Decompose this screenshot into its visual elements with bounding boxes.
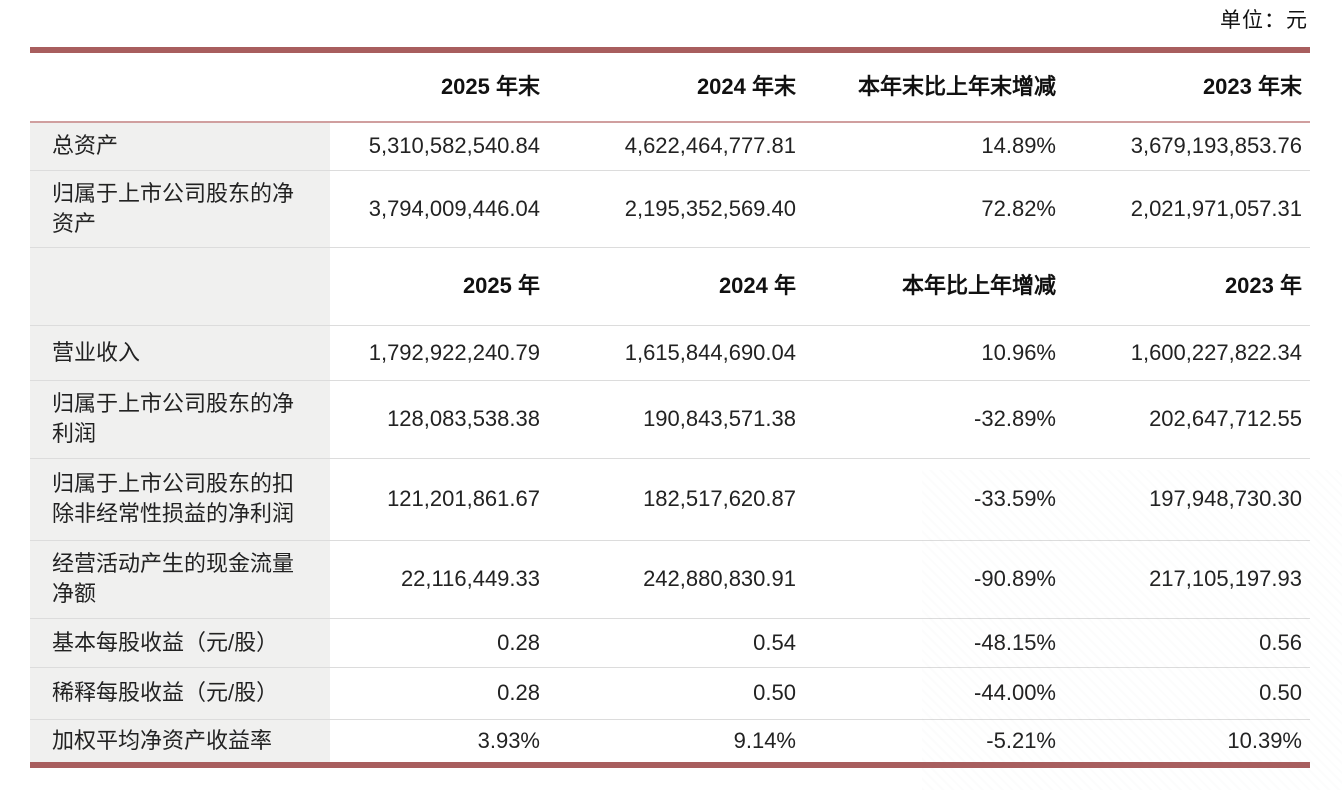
row-label: 稀释每股收益（元/股） [30,666,330,719]
cell-value: 3,794,009,446.04 [330,169,554,247]
cell-value: -90.89% [810,539,1070,618]
cell-value: 0.56 [1070,617,1310,667]
section2-header-blank [30,246,330,325]
row-label: 总资产 [30,122,330,170]
cell-value: 5,310,582,540.84 [368,133,540,159]
cell-value: 242,880,830.91 [554,539,810,618]
row-label: 归属于上市公司股东的净资产 [30,169,330,247]
cell-value: 9.14% [554,718,810,765]
col-header-2023-year: 2023 年 [1070,246,1310,325]
cell-value: 1,600,227,822.34 [1070,324,1310,380]
cell-value: 10.39% [1070,718,1310,765]
cell-value: 4,622,464,777.81 [624,133,796,159]
cell-value: 0.54 [554,617,810,667]
row-label: 归属于上市公司股东的扣除非经常性损益的净利润 [30,457,330,540]
cell-value: 10.96% [810,324,1070,380]
row-label: 营业收入 [30,324,330,380]
cell-value: 22,116,449.33 [330,539,554,618]
table-row-total-assets: 总资产 5,310,582,540.84 4,622,464,777.81 14… [30,122,1310,170]
cell-value: 202,647,712.55 [1070,379,1310,458]
cell-value: 2,195,352,569.40 [554,169,810,247]
col-header-2025-year: 2025 年 [330,246,554,325]
cell-value: -44.00% [810,666,1070,719]
cell-value: 2,021,971,057.31 [1070,169,1310,247]
table-row-net-assets: 归属于上市公司股东的净资产 3,794,009,446.04 2,195,352… [30,169,1310,247]
table-row-net-profit-excl-nonrecurring: 归属于上市公司股东的扣除非经常性损益的净利润 121,201,861.67 18… [30,457,1310,540]
table-row-operating-cash-flow: 经营活动产生的现金流量净额 22,116,449.33 242,880,830.… [30,539,1310,618]
section2-header-row: 2025 年 2024 年 本年比上年增减 2023 年 [30,246,1310,325]
financial-summary-table: 2025 年末 2024 年末 本年末比上年末增减 2023 年末 总资产 5,… [30,47,1310,768]
cell-value: 3.93% [330,718,554,765]
cell-value: 121,201,861.67 [330,457,554,540]
cell-value: 197,948,730.30 [1070,457,1310,540]
cell-value: 217,105,197.93 [1070,539,1310,618]
cell-value: 0.28 [330,617,554,667]
cell-value: -32.89% [810,379,1070,458]
section1-header-row: 2025 年末 2024 年末 本年末比上年末增减 2023 年末 [30,50,1310,123]
cell-value: -5.21% [810,718,1070,765]
cell-value: 0.28 [330,666,554,719]
col-header-yoy-change-year: 本年比上年增减 [810,246,1070,325]
table-row-net-profit: 归属于上市公司股东的净利润 128,083,538.38 190,843,571… [30,379,1310,458]
unit-label: 单位：元 [1220,9,1308,32]
row-label: 基本每股收益（元/股） [30,617,330,667]
col-header-2025-year-end: 2025 年末 [330,50,554,123]
cell-value: 190,843,571.38 [554,379,810,458]
cell-value: 1,615,844,690.04 [554,324,810,380]
table-row-diluted-eps: 稀释每股收益（元/股） 0.28 0.50 -44.00% 0.50 [30,666,1310,719]
cell-value: 0.50 [1070,666,1310,719]
cell-value: 3,679,193,853.76 [1130,133,1302,159]
col-header-yoy-change-year-end: 本年末比上年末增减 [810,50,1070,123]
row-label: 加权平均净资产收益率 [30,718,330,765]
col-header-2024-year-end: 2024 年末 [554,50,810,123]
col-header-2023-year-end: 2023 年末 [1070,50,1310,123]
cell-value: 182,517,620.87 [554,457,810,540]
row-label: 归属于上市公司股东的净利润 [30,379,330,458]
cell-value: 72.82% [810,169,1070,247]
cell-value: -33.59% [810,457,1070,540]
cell-value: 1,792,922,240.79 [330,324,554,380]
cell-value: -48.15% [810,617,1070,667]
table-row-revenue: 营业收入 1,792,922,240.79 1,615,844,690.04 1… [30,324,1310,380]
section1-header-blank [30,50,330,123]
row-label: 经营活动产生的现金流量净额 [30,539,330,618]
cell-value: 128,083,538.38 [330,379,554,458]
cell-value: 0.50 [554,666,810,719]
table-row-weighted-avg-roe: 加权平均净资产收益率 3.93% 9.14% -5.21% 10.39% [30,718,1310,765]
col-header-2024-year: 2024 年 [554,246,810,325]
table-row-basic-eps: 基本每股收益（元/股） 0.28 0.54 -48.15% 0.56 [30,617,1310,667]
cell-value: 14.89% [981,133,1056,159]
